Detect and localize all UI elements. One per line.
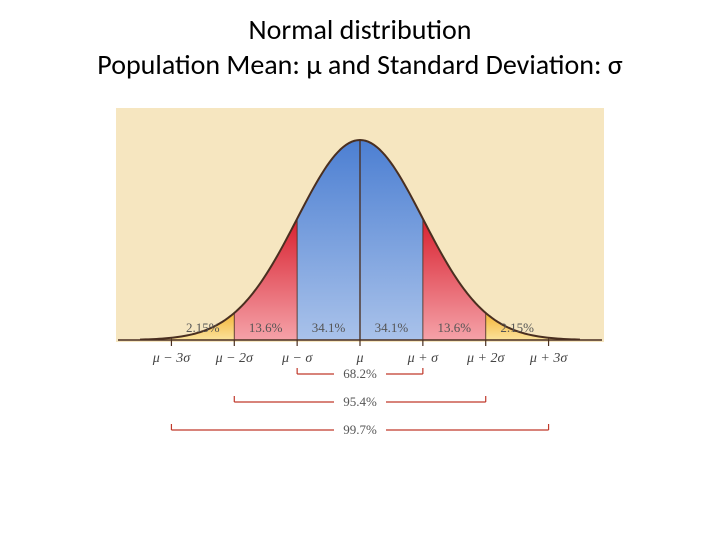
figure-svg: 2.15% 13.6% 34.1% 34.1% 13.6% 2.15% μ − 3σ μ − … bbox=[100, 100, 620, 480]
title-line-2: Population Mean: μ and Standard Deviatio… bbox=[0, 47, 720, 82]
bracket: 99.7% bbox=[171, 421, 548, 437]
band-label: 2.15% bbox=[500, 320, 534, 335]
x-tick-label: μ − σ bbox=[281, 351, 313, 366]
svg-text:68.2%: 68.2% bbox=[343, 366, 377, 381]
bracket: 68.2% bbox=[297, 365, 423, 381]
x-tick-label: μ + σ bbox=[407, 351, 439, 366]
x-tick-label: μ − 2σ bbox=[215, 351, 254, 366]
x-tick-label: μ bbox=[355, 351, 363, 366]
band-label: 13.6% bbox=[437, 320, 471, 335]
bracket: 95.4% bbox=[234, 393, 485, 409]
band-label: 13.6% bbox=[249, 320, 283, 335]
title-line-1: Normal distribution bbox=[0, 12, 720, 47]
svg-text:95.4%: 95.4% bbox=[343, 394, 377, 409]
band-label: 34.1% bbox=[312, 320, 346, 335]
x-tick-label: μ + 3σ bbox=[529, 351, 568, 366]
normal-distribution-figure: 2.15% 13.6% 34.1% 34.1% 13.6% 2.15% μ − 3σ μ − … bbox=[100, 100, 620, 480]
band-label: 2.15% bbox=[186, 320, 220, 335]
band-label: 34.1% bbox=[375, 320, 409, 335]
x-tick-label: μ + 2σ bbox=[466, 351, 505, 366]
x-tick-label: μ − 3σ bbox=[152, 351, 191, 366]
page-title: Normal distribution Population Mean: μ a… bbox=[0, 0, 720, 82]
svg-text:99.7%: 99.7% bbox=[343, 422, 377, 437]
